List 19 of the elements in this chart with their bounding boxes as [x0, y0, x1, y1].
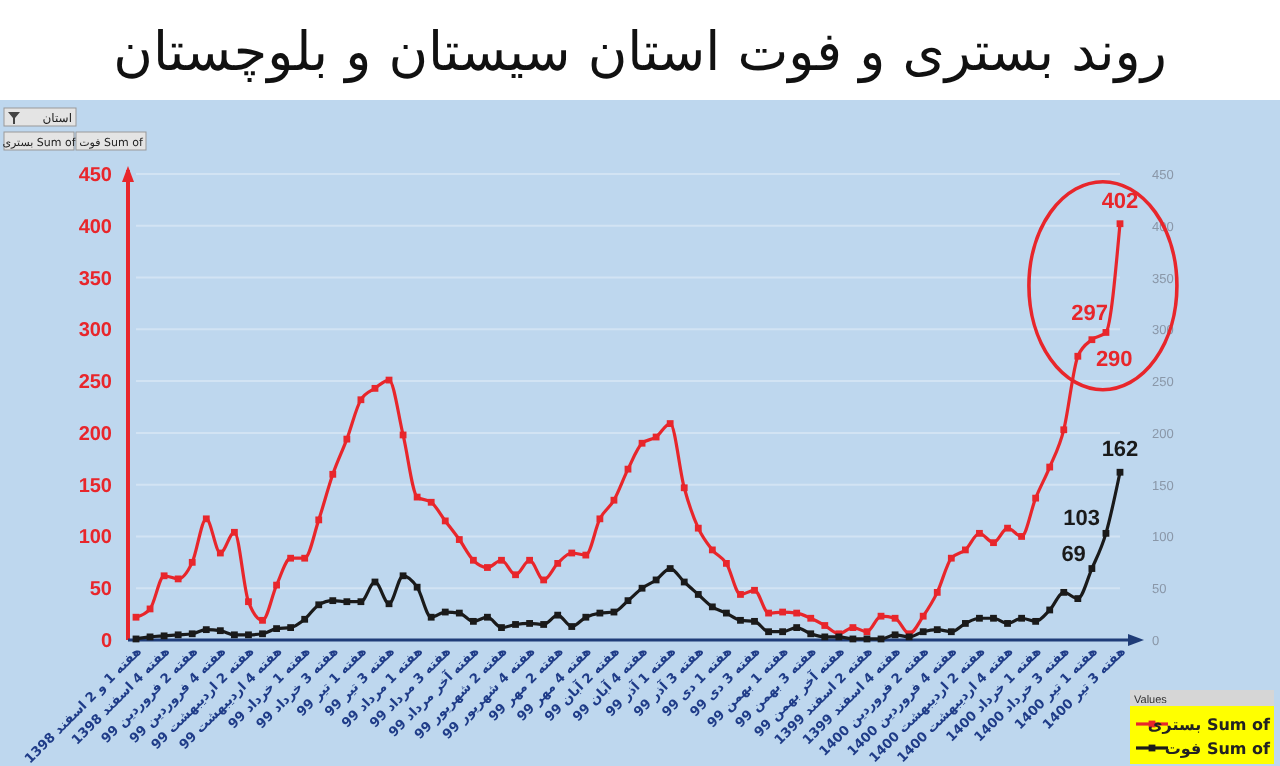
y-tick-label: 50	[89, 579, 113, 602]
text: Sum of بستری	[1147, 716, 1272, 734]
y-tick-label: 350	[78, 268, 113, 291]
y-tick-label: 200	[78, 423, 113, 446]
data-label: 402	[1101, 189, 1139, 214]
y-tick-label: 250	[78, 372, 113, 395]
data-label: 162	[1101, 438, 1139, 463]
y-tick-label: 0	[100, 631, 113, 653]
data-label: 69	[1061, 542, 1086, 567]
y-tick-label: 100	[78, 527, 113, 550]
y-tick-label: 450	[78, 165, 113, 187]
data-label: 103	[1063, 507, 1100, 532]
data-label: 290	[1095, 347, 1133, 372]
y-tick-label: 300	[78, 320, 113, 343]
data-label: 297	[1071, 302, 1108, 327]
legend-label: Sum of فوت	[1164, 740, 1272, 758]
y-tick-label: 150	[78, 475, 113, 498]
y-tick-label: 400	[78, 216, 113, 239]
chart-title: روند بستری و فوت استان سیستان و بلوچستان	[113, 22, 1167, 84]
